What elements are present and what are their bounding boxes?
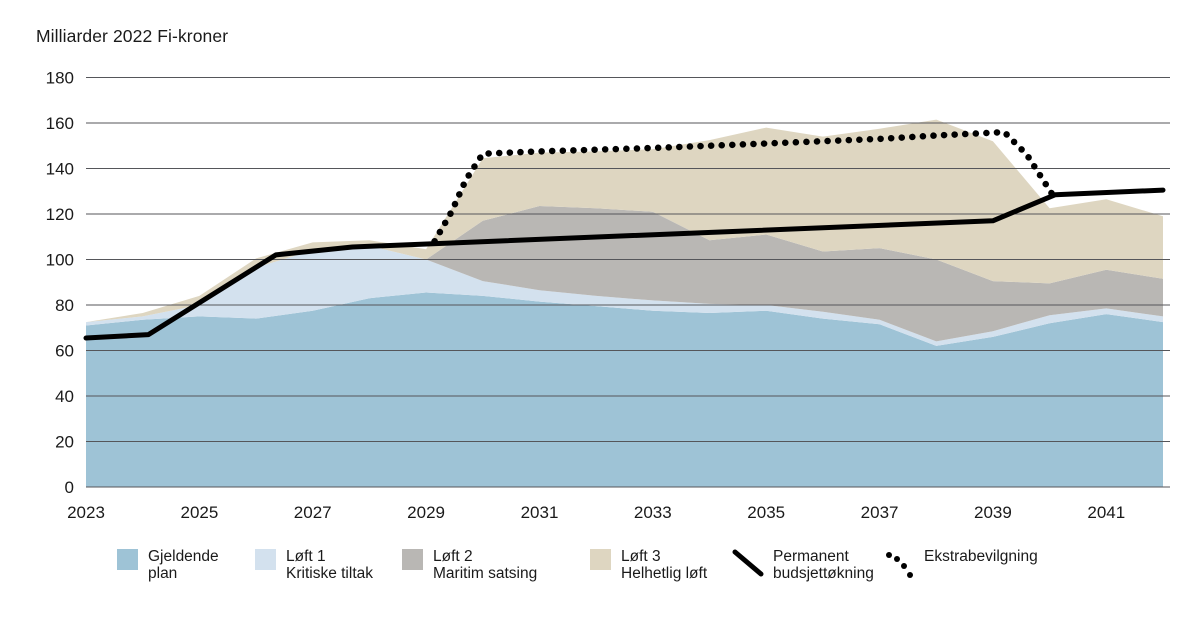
x-tick-label: 2031 bbox=[521, 503, 559, 522]
y-tick-label: 80 bbox=[55, 296, 74, 315]
y-tick-label: 120 bbox=[46, 205, 74, 224]
legend-swatch-loft-2 bbox=[402, 549, 423, 570]
legend-label: Løft 1 bbox=[286, 548, 326, 565]
legend-label: Løft 2 bbox=[433, 548, 473, 565]
legend-item-loft-3: Løft 3 Helhetlig løft bbox=[590, 548, 707, 582]
legend-label: Permanent bbox=[773, 548, 849, 565]
x-tick-label: 2039 bbox=[974, 503, 1012, 522]
legend-label: Maritim satsing bbox=[433, 565, 538, 582]
y-tick-label: 160 bbox=[46, 114, 74, 133]
y-tick-label: 100 bbox=[46, 251, 74, 270]
legend-swatch-gjeldende-plan bbox=[117, 549, 138, 570]
x-tick-label: 2041 bbox=[1087, 503, 1125, 522]
chart-legend: Gjeldende plan Løft 1 Kritiske tiltak Lø… bbox=[0, 548, 1200, 608]
budget-chart: 0 20 40 60 80 100 120 140 160 180 2023 2025 2027 2029… bbox=[46, 69, 1170, 522]
legend-item-loft-1: Løft 1 Kritiske tiltak bbox=[255, 548, 373, 582]
y-tick-label: 0 bbox=[65, 478, 74, 497]
line-permanent-budsjettokning bbox=[83, 187, 1166, 341]
y-tick-label: 140 bbox=[46, 160, 74, 179]
area-gjeldende-plan bbox=[86, 292, 1163, 487]
legend-label: plan bbox=[148, 565, 178, 582]
x-tick-label: 2025 bbox=[180, 503, 218, 522]
legend-label: budsjettøkning bbox=[773, 565, 874, 582]
legend-swatch-loft-3 bbox=[590, 549, 611, 570]
y-tick-label: 40 bbox=[55, 387, 74, 406]
x-tick-label: 2037 bbox=[861, 503, 899, 522]
y-tick-label: 180 bbox=[46, 69, 74, 88]
legend-label: Gjeldende bbox=[148, 548, 219, 565]
y-tick-label: 60 bbox=[55, 342, 74, 361]
legend-label: Løft 3 bbox=[621, 548, 661, 565]
x-tick-label: 2035 bbox=[747, 503, 785, 522]
x-tick-label: 2033 bbox=[634, 503, 672, 522]
y-tick-label: 20 bbox=[55, 433, 74, 452]
legend-item-loft-2: Løft 2 Maritim satsing bbox=[402, 548, 537, 582]
legend-label: Kritiske tiltak bbox=[286, 565, 373, 582]
chart-title: Milliarder 2022 Fi-kroner bbox=[36, 26, 229, 46]
x-tick-label: 2023 bbox=[67, 503, 105, 522]
solid-line-icon bbox=[732, 549, 764, 577]
dotted-line-icon bbox=[886, 552, 913, 578]
legend-item-gjeldende-plan: Gjeldende plan bbox=[117, 548, 219, 582]
line-ekstrabevilgning bbox=[431, 128, 1056, 245]
legend-item-ekstrabevilgning: Ekstrabevilgning bbox=[884, 548, 1038, 580]
legend-label: Ekstrabevilgning bbox=[924, 548, 1038, 565]
area-loft-1-kritiske-tiltak bbox=[86, 245, 1163, 346]
x-tick-label: 2029 bbox=[407, 503, 445, 522]
legend-swatch-loft-1 bbox=[255, 549, 276, 570]
legend-item-permanent-budsjettokning: Permanent budsjettøkning bbox=[731, 548, 874, 582]
legend-label: Helhetlig løft bbox=[621, 565, 708, 582]
area-loft-3-helhetlig-loft bbox=[86, 119, 1163, 323]
area-loft-2-maritim-satsing bbox=[86, 206, 1163, 342]
x-tick-label: 2027 bbox=[294, 503, 332, 522]
